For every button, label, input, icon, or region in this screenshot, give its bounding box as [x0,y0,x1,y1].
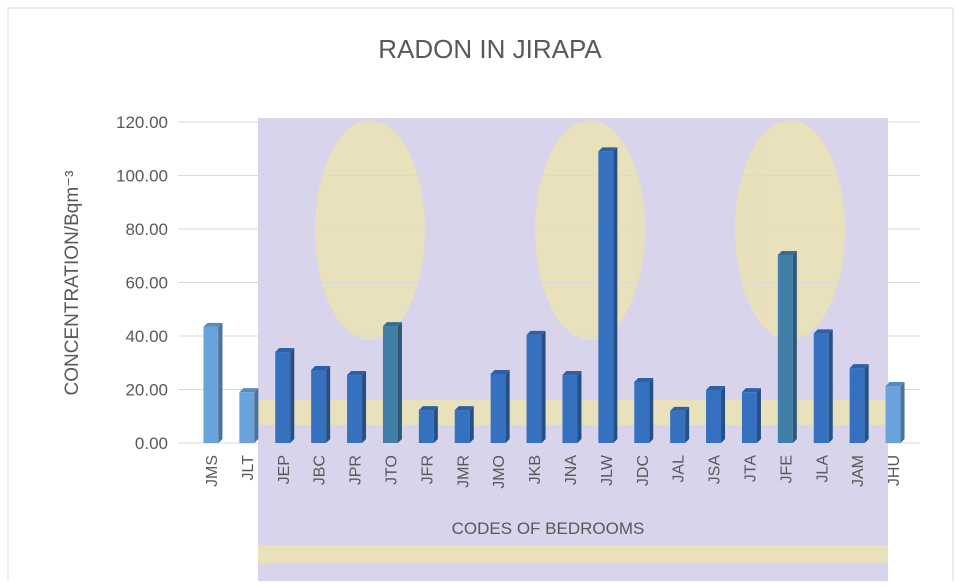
y-tick-label: 0.00 [135,434,168,453]
x-tick-label: JAL [671,455,688,483]
y-tick-label: 20.00 [125,381,168,400]
y-tick-label: 40.00 [125,327,168,346]
x-tick-label: JTO [383,455,400,485]
bar-side [721,386,725,443]
x-tick-label: JKB [527,455,544,484]
x-tick-label: JLT [240,455,257,481]
x-axis-label: CODES OF BEDROOMS [452,519,645,538]
bar [670,411,685,443]
bar-side [218,323,222,443]
y-tick-label: 60.00 [125,274,168,293]
bar [850,368,865,443]
bar [634,382,649,443]
bar [347,375,362,443]
bar-side [506,370,510,443]
x-tick-label: JBC [312,455,329,485]
bar-side [865,364,869,443]
bar-side [254,388,258,443]
bar-side [470,406,474,443]
bar [562,375,577,443]
bar [598,151,613,443]
x-tick-label: JSA [707,455,724,485]
chart-title: RADON IN JIRAPA [378,34,602,64]
x-tick-label: JMS [204,455,221,487]
bar [778,255,793,443]
bar [419,410,434,443]
x-tick-label: JFR [419,455,436,484]
bar [886,386,901,443]
x-tick-label: JMO [491,455,508,489]
x-tick-label: JEP [276,455,293,484]
bar [527,335,542,443]
bar-side [685,407,689,443]
bar [742,392,757,443]
chart: RADON IN JIRAPA CODES OF BEDROOMS CONCEN… [0,0,957,581]
x-tick-label: JMR [455,455,472,488]
y-axis-label: CONCENTRATION/Bqm⁻³ [62,170,83,395]
x-tick-label: JTA [742,455,759,483]
bar [311,370,326,443]
bar-side [613,147,617,443]
y-tick-label: 80.00 [125,220,168,239]
bar-side [757,388,761,443]
bar [706,390,721,443]
y-tick-label: 100.00 [116,167,168,186]
x-tick-label: JPR [348,455,365,485]
bar-side [542,331,546,443]
bar [491,374,506,443]
bar-side [793,251,797,443]
bar-side [649,378,653,443]
bar-side [901,382,905,443]
x-tick-label: JLW [599,454,616,486]
bar [814,333,829,443]
x-tick-label: JHU [886,455,903,486]
bar [275,352,290,443]
bar [455,410,470,443]
bar-side [434,406,438,443]
bar-side [326,366,330,443]
x-tick-label: JFE [778,455,795,483]
x-tick-label: JDC [635,455,652,486]
bar-side [577,371,581,443]
bar-side [290,348,294,443]
y-tick-label: 120.00 [116,113,168,132]
x-tick-label: JAM [850,455,867,487]
bar-side [829,329,833,443]
x-tick-label: JLA [814,455,831,483]
bar [239,392,254,443]
x-tick-label: JNA [563,455,580,486]
bar [203,327,218,443]
bar-side [362,371,366,443]
bar-side [398,322,402,443]
bar [383,326,398,443]
